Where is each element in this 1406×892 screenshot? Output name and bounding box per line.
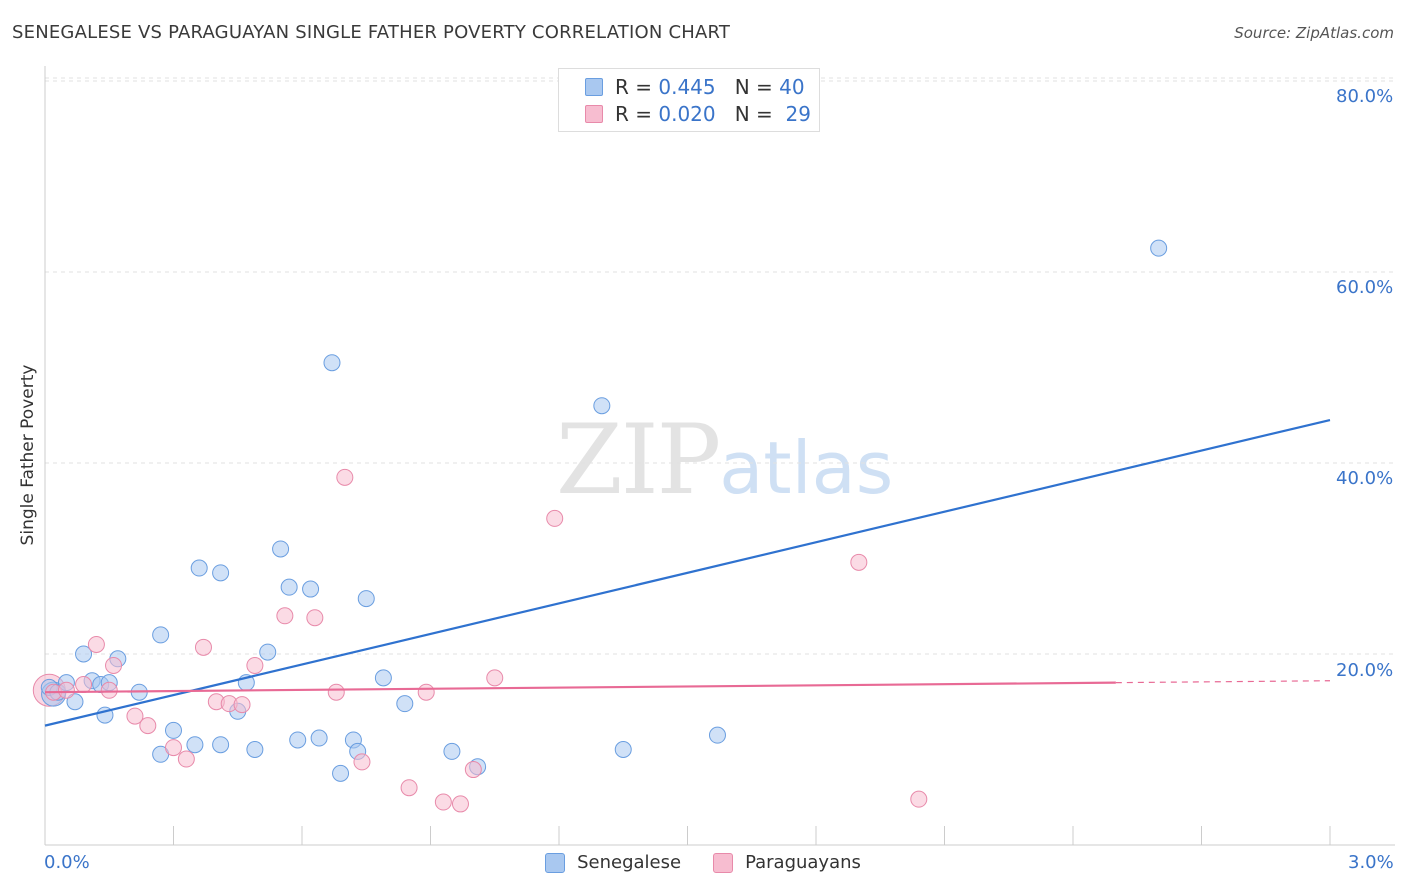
legend-r-label: R = <box>615 102 653 126</box>
paraguayans-label: Paraguayans <box>745 852 861 873</box>
paraguayans-point <box>910 790 928 808</box>
paraguayans-point <box>464 761 482 779</box>
paraguayans-point <box>139 717 157 735</box>
legend-swatch-pink <box>585 105 603 123</box>
senegalese-point <box>66 693 84 711</box>
paraguayans-point <box>177 750 195 768</box>
x-tick-min: 0.0% <box>44 852 90 873</box>
paraguayans-point <box>126 707 144 725</box>
legend-r-label: R = <box>615 75 653 99</box>
legend-n-label: N = <box>734 102 773 126</box>
y-tick-20: 20.0% <box>1336 660 1394 681</box>
senegalese-point <box>280 578 298 596</box>
senegalese-point <box>1150 239 1168 257</box>
source-label: Source: ZipAtlas.com <box>1234 24 1394 42</box>
paraguayans-point <box>233 696 251 714</box>
senegalese-point <box>246 741 264 758</box>
legend-r-value: 0.445 <box>658 75 716 99</box>
paraguayans-point <box>327 683 345 701</box>
senegalese-point <box>289 731 307 749</box>
y-tick-80: 80.0% <box>1336 86 1394 107</box>
paraguayans-point <box>306 609 324 627</box>
paraguayans-point <box>100 681 118 699</box>
paraguayans-point <box>434 793 452 811</box>
paraguayans-point <box>75 676 93 694</box>
senegalese-point <box>310 729 328 747</box>
paraguayans-point <box>165 739 182 757</box>
legend-row-senegalese: R = 0.445 N = 40 <box>585 75 805 99</box>
legend-n-value: 29 <box>785 102 811 126</box>
stats-legend: R = 0.445 N = 40 R = 0.020 N = 29 <box>558 68 820 132</box>
senegalese-point <box>259 643 277 661</box>
paraguayans-trendline <box>44 681 1116 694</box>
x-tick-max: 3.0% <box>1348 852 1394 873</box>
paraguayans-point <box>486 669 504 687</box>
senegalese-label: Senegalese <box>577 852 682 873</box>
senegalese-swatch <box>545 852 566 873</box>
paraguayans-point <box>87 635 105 653</box>
paraguayans-point <box>194 638 212 656</box>
legend-r-value: 0.020 <box>658 102 716 126</box>
senegalese-point <box>708 726 726 744</box>
paraguayans-point <box>417 683 435 701</box>
paraguayans-point <box>546 509 564 527</box>
series-legend: Senegalese Paraguayans <box>0 852 1406 873</box>
senegalese-point <box>186 736 204 754</box>
paraguayans-point <box>336 468 354 486</box>
paraguayans-point <box>451 795 469 813</box>
senegalese-point <box>302 580 320 598</box>
paraguayans-point <box>276 607 294 625</box>
senegalese-trendline <box>44 418 1331 727</box>
senegalese-point <box>323 354 341 372</box>
paraguayans-trendline-extension <box>1115 680 1331 684</box>
legend-swatch-blue <box>585 78 603 96</box>
paraguayans-point <box>246 656 264 674</box>
senegalese-point <box>190 559 208 577</box>
paraguayans-point <box>850 553 868 571</box>
senegalese-point <box>272 540 290 558</box>
legend-row-paraguayans: R = 0.020 N = 29 <box>585 102 811 126</box>
legend-item-senegalese[interactable]: Senegalese <box>545 852 681 873</box>
senegalese-point <box>212 736 230 754</box>
senegalese-point <box>593 397 611 415</box>
senegalese-point <box>374 669 392 687</box>
senegalese-point <box>165 721 182 739</box>
senegalese-point <box>396 695 414 713</box>
legend-n-value: 40 <box>779 75 805 99</box>
chart-title: SENEGALESE VS PARAGUAYAN SINGLE FATHER P… <box>12 22 731 43</box>
senegalese-point <box>614 741 632 758</box>
watermark-atlas: atlas <box>719 426 894 510</box>
y-tick-40: 40.0% <box>1336 468 1394 489</box>
watermark-zip: ZIP <box>556 404 721 516</box>
y-tick-60: 60.0% <box>1336 277 1394 298</box>
paraguayans-point <box>105 656 123 674</box>
senegalese-point <box>212 564 230 582</box>
senegalese-point <box>75 645 93 663</box>
legend-item-paraguayans[interactable]: Paraguayans <box>713 852 861 873</box>
watermark: ZIPatlas <box>556 404 893 516</box>
senegalese-point <box>152 626 170 644</box>
senegalese-point <box>443 742 461 760</box>
paraguayans-point <box>57 681 75 699</box>
senegalese-point <box>357 590 375 608</box>
paraguayans-swatch <box>713 852 734 873</box>
paraguayans-point <box>400 779 418 797</box>
paraguayans-point <box>353 753 371 771</box>
legend-n-label: N = <box>734 75 773 99</box>
senegalese-point <box>332 764 350 782</box>
